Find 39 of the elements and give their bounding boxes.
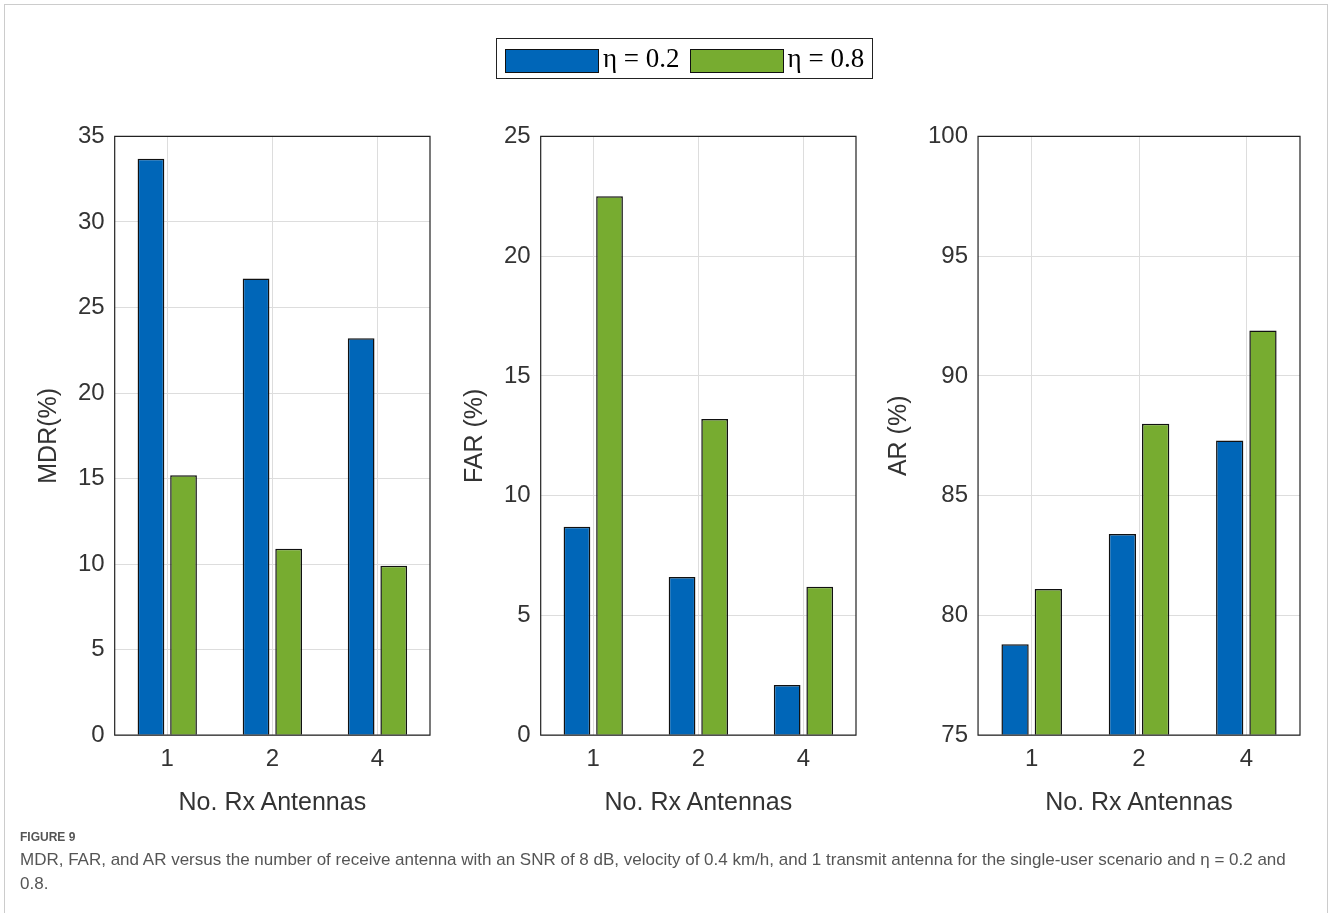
x-tick-label: 4 <box>796 744 811 772</box>
caption: FIGURE 9 <box>20 830 77 844</box>
y-tick-label: 20 <box>503 240 531 268</box>
y-tick-label: 35 <box>77 121 105 149</box>
y-tick-label: 100 <box>928 121 969 149</box>
y-axis-title: AR (%) <box>882 395 911 477</box>
x-tick-label: 1 <box>160 744 174 772</box>
y-axis-title: MDR(%) <box>32 387 61 484</box>
y-tick-label: 10 <box>503 480 531 508</box>
x-axis-title: No. Rx Antennas <box>178 786 367 815</box>
x-tick-label: 1 <box>1025 744 1039 772</box>
y-tick-label: 15 <box>77 463 105 491</box>
y-tick-label: 5 <box>517 600 531 628</box>
x-tick-label: 2 <box>265 744 280 772</box>
x-tick-label: 2 <box>1132 744 1146 772</box>
y-tick-label: 15 <box>503 360 531 388</box>
y-tick-label: 95 <box>941 240 969 268</box>
y-tick-label: 80 <box>941 600 969 628</box>
y-tick-label: 75 <box>941 719 969 747</box>
y-axis-title: FAR (%) <box>458 388 487 484</box>
y-tick-label: 0 <box>517 719 531 747</box>
y-tick-label: 10 <box>77 548 105 576</box>
x-tick-label: 2 <box>691 744 706 772</box>
y-tick-label: 85 <box>941 480 969 508</box>
x-axis-title: No. Rx Antennas <box>604 786 793 815</box>
y-tick-label: 0 <box>91 719 105 747</box>
legend-label: η = 0.2 <box>602 43 680 74</box>
y-tick-label: 90 <box>941 360 969 388</box>
x-tick-label: 4 <box>1239 744 1254 772</box>
y-tick-label: 5 <box>91 634 105 662</box>
y-tick-label: 25 <box>77 292 105 320</box>
text: MDR, FAR, and AR versus the number of receive antenna with an SNR of 8 dB, velocity of 0.4 km/h, and 1 transmit antenna for the single-user scenario and η = 0.2 and 0.8. <box>20 849 1287 895</box>
x-axis-title: No. Rx Antennas <box>1045 786 1233 815</box>
y-tick-label: 25 <box>503 121 531 149</box>
x-tick-label: 4 <box>370 744 385 772</box>
y-tick-label: 20 <box>77 377 105 405</box>
x-tick-label: 1 <box>586 744 600 772</box>
legend-label: η = 0.8 <box>786 43 865 74</box>
y-tick-label: 30 <box>77 206 105 234</box>
